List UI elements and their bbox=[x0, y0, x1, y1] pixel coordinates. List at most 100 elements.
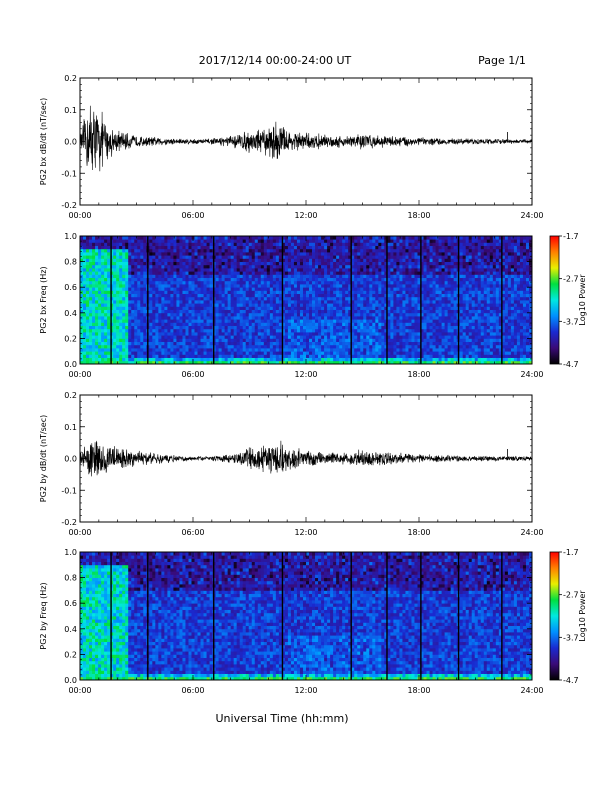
spectrogram-cell bbox=[290, 338, 295, 342]
spectrogram-cell bbox=[113, 271, 117, 275]
spectrogram-cell bbox=[306, 261, 310, 266]
spectrogram-cell bbox=[429, 287, 433, 291]
spectrogram-cell bbox=[197, 351, 201, 355]
spectrogram-cell bbox=[197, 239, 201, 243]
spectrogram-cell bbox=[263, 264, 268, 269]
spectrogram-cell bbox=[122, 248, 126, 253]
spectrogram-cell bbox=[348, 277, 352, 282]
spectrogram-cell bbox=[83, 319, 87, 323]
spectrogram-cell bbox=[438, 239, 442, 243]
spectrogram-cell bbox=[101, 268, 105, 272]
spectrogram-cell bbox=[438, 303, 442, 307]
spectrogram-cell bbox=[194, 316, 198, 320]
spectrogram-cell bbox=[245, 287, 250, 291]
spectrogram-cell bbox=[221, 264, 226, 269]
spectrogram-cell bbox=[188, 255, 192, 259]
spectrogram-cell bbox=[245, 309, 250, 314]
spectrogram-cell bbox=[348, 296, 352, 301]
spectrogram-cell bbox=[315, 252, 319, 256]
spectrogram-cell bbox=[432, 312, 436, 317]
spectrogram-cell bbox=[272, 255, 277, 259]
spectrogram-cell bbox=[266, 338, 271, 342]
spectrogram-cell bbox=[275, 287, 280, 291]
spectrogram-cell bbox=[426, 319, 430, 323]
spectrogram-cell bbox=[257, 328, 262, 333]
spectrogram-cell bbox=[284, 309, 289, 314]
spectrogram-cell bbox=[269, 357, 274, 362]
spectrogram-cell bbox=[179, 322, 183, 326]
spectrogram-cell bbox=[354, 357, 358, 362]
spectrogram-cell bbox=[284, 255, 289, 259]
spectrogram-cell bbox=[86, 287, 90, 291]
spectrogram-cell bbox=[191, 261, 195, 266]
spectrogram-cell bbox=[327, 312, 331, 317]
spectrogram-cell bbox=[420, 296, 424, 301]
spectrogram-cell bbox=[333, 348, 337, 352]
spectrogram-cell bbox=[134, 312, 138, 317]
spectrogram-cell bbox=[119, 296, 123, 301]
spectrogram-cell bbox=[384, 332, 388, 336]
spectrogram-cell bbox=[206, 287, 210, 291]
spectrogram-cell bbox=[107, 309, 111, 314]
spectrogram-cell bbox=[324, 277, 328, 282]
spectrogram-cell bbox=[342, 245, 346, 250]
spectrogram-cell bbox=[432, 252, 436, 256]
spectrogram-cell bbox=[399, 344, 403, 349]
spectrogram-cell bbox=[137, 325, 141, 330]
spectrogram-cell bbox=[251, 245, 256, 250]
spectrogram-cell bbox=[110, 300, 114, 304]
spectrogram-cell bbox=[393, 300, 397, 304]
spectrogram-cell bbox=[224, 290, 229, 294]
spectrogram-cell bbox=[218, 277, 223, 282]
spectrogram-cell bbox=[98, 280, 102, 285]
spectrogram-cell bbox=[290, 309, 295, 314]
spectrogram-cell bbox=[302, 264, 307, 269]
spectrogram-cell bbox=[435, 300, 439, 304]
spectrogram-cell bbox=[330, 348, 334, 352]
spectrogram-cell bbox=[351, 335, 355, 339]
spectrogram-cell bbox=[426, 293, 430, 298]
spectrogram-cell bbox=[188, 316, 192, 320]
spectrogram-cell bbox=[200, 274, 204, 278]
spectrogram-cell bbox=[116, 280, 120, 285]
spectrogram-cell bbox=[309, 264, 313, 269]
spectrogram-cell bbox=[167, 248, 171, 253]
spectrogram-cell bbox=[417, 309, 421, 314]
spectrogram-cell bbox=[185, 239, 189, 243]
spectrogram-cell bbox=[176, 303, 180, 307]
spectrogram-cell bbox=[287, 348, 292, 352]
spectrogram-cell bbox=[408, 300, 412, 304]
spectrogram-cell bbox=[293, 303, 298, 307]
spectrogram-cell bbox=[86, 306, 90, 310]
spectrogram-cell bbox=[137, 271, 141, 275]
spectrogram-cell bbox=[224, 284, 229, 288]
spectrogram-cell bbox=[131, 284, 135, 288]
spectrogram-cell bbox=[122, 335, 126, 339]
spectrogram-cell bbox=[86, 351, 90, 355]
spectrogram-cell bbox=[227, 245, 232, 250]
spectrogram-cell bbox=[278, 293, 283, 298]
spectrogram-cell bbox=[402, 322, 406, 326]
spectrogram-cell bbox=[426, 239, 430, 243]
spectrogram-cell bbox=[272, 296, 277, 301]
spectrogram-cell bbox=[390, 312, 394, 317]
spectrogram-cell bbox=[420, 344, 424, 349]
spectrogram-cell bbox=[161, 264, 165, 269]
spectrogram-cell bbox=[230, 303, 235, 307]
spectrogram-cell bbox=[306, 316, 310, 320]
spectrogram-cell bbox=[333, 248, 337, 253]
spectrogram-cell bbox=[251, 261, 256, 266]
spectrogram-cell bbox=[101, 274, 105, 278]
spectrogram-cell bbox=[375, 242, 379, 246]
spectrogram-cell bbox=[161, 248, 165, 253]
spectrogram-cell bbox=[293, 328, 298, 333]
spectrogram-cell bbox=[188, 360, 192, 365]
spectrogram-cell bbox=[164, 239, 168, 243]
spectrogram-cell bbox=[152, 316, 156, 320]
spectrogram-cell bbox=[281, 284, 286, 288]
spectrogram-cell bbox=[203, 290, 207, 294]
spectrogram-cell bbox=[104, 344, 108, 349]
spectrogram-cell bbox=[312, 328, 316, 333]
spectrogram-cell bbox=[119, 264, 123, 269]
spectrogram-cell bbox=[390, 341, 394, 346]
